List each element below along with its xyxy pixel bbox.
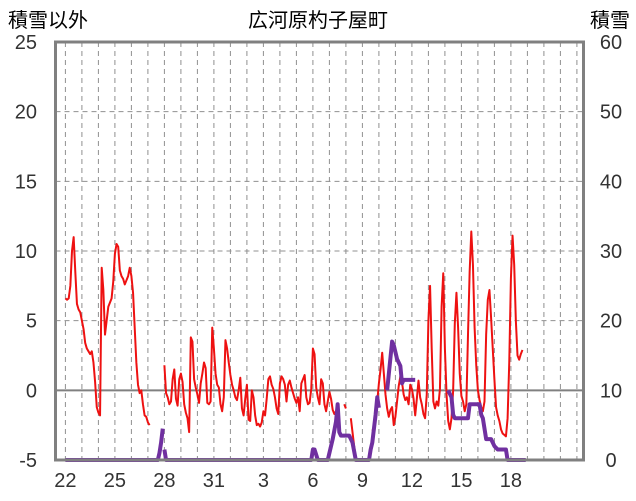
- temperature-line: [64, 236, 151, 426]
- x-tick-label: 6: [307, 470, 318, 492]
- right-tick-label: 40: [600, 171, 622, 193]
- left-tick-label: 15: [15, 171, 37, 193]
- x-tick-label: 3: [258, 470, 269, 492]
- snow-depth-line: [385, 339, 416, 391]
- right-tick-label: 30: [600, 241, 622, 263]
- x-tick-label: 31: [203, 470, 225, 492]
- series-lines: [64, 230, 526, 462]
- left-tick-label: 10: [15, 241, 37, 263]
- left-axis-label: 積雪以外: [8, 9, 88, 32]
- right-tick-label: 50: [600, 102, 622, 124]
- x-tick-label: 9: [357, 470, 368, 492]
- left-tick-label: 20: [15, 102, 37, 124]
- left-tick-label: -5: [19, 450, 37, 472]
- snow-depth-line: [446, 389, 526, 462]
- chart-title: 広河原杓子屋町: [248, 9, 388, 32]
- right-tick-label: 0: [605, 450, 616, 472]
- x-tick-label: 28: [153, 470, 175, 492]
- x-tick-label: 22: [54, 470, 76, 492]
- snow-depth-line: [162, 395, 381, 462]
- left-tick-label: 0: [26, 380, 37, 402]
- x-tick-label: 12: [401, 470, 423, 492]
- right-tick-label: 10: [600, 380, 622, 402]
- x-tick-label: 18: [500, 470, 522, 492]
- right-axis-label: 積雪: [590, 9, 630, 32]
- x-tick-label: 15: [450, 470, 472, 492]
- x-tick-label: 25: [104, 470, 126, 492]
- temperature-line: [343, 403, 347, 409]
- right-tick-label: 20: [600, 311, 622, 333]
- temperature-line: [371, 230, 524, 438]
- left-tick-label: 25: [15, 32, 37, 54]
- left-tick-label: 5: [26, 311, 37, 333]
- plot-frame: [54, 40, 585, 462]
- right-tick-label: 60: [600, 32, 622, 54]
- temperature-line: [163, 326, 339, 434]
